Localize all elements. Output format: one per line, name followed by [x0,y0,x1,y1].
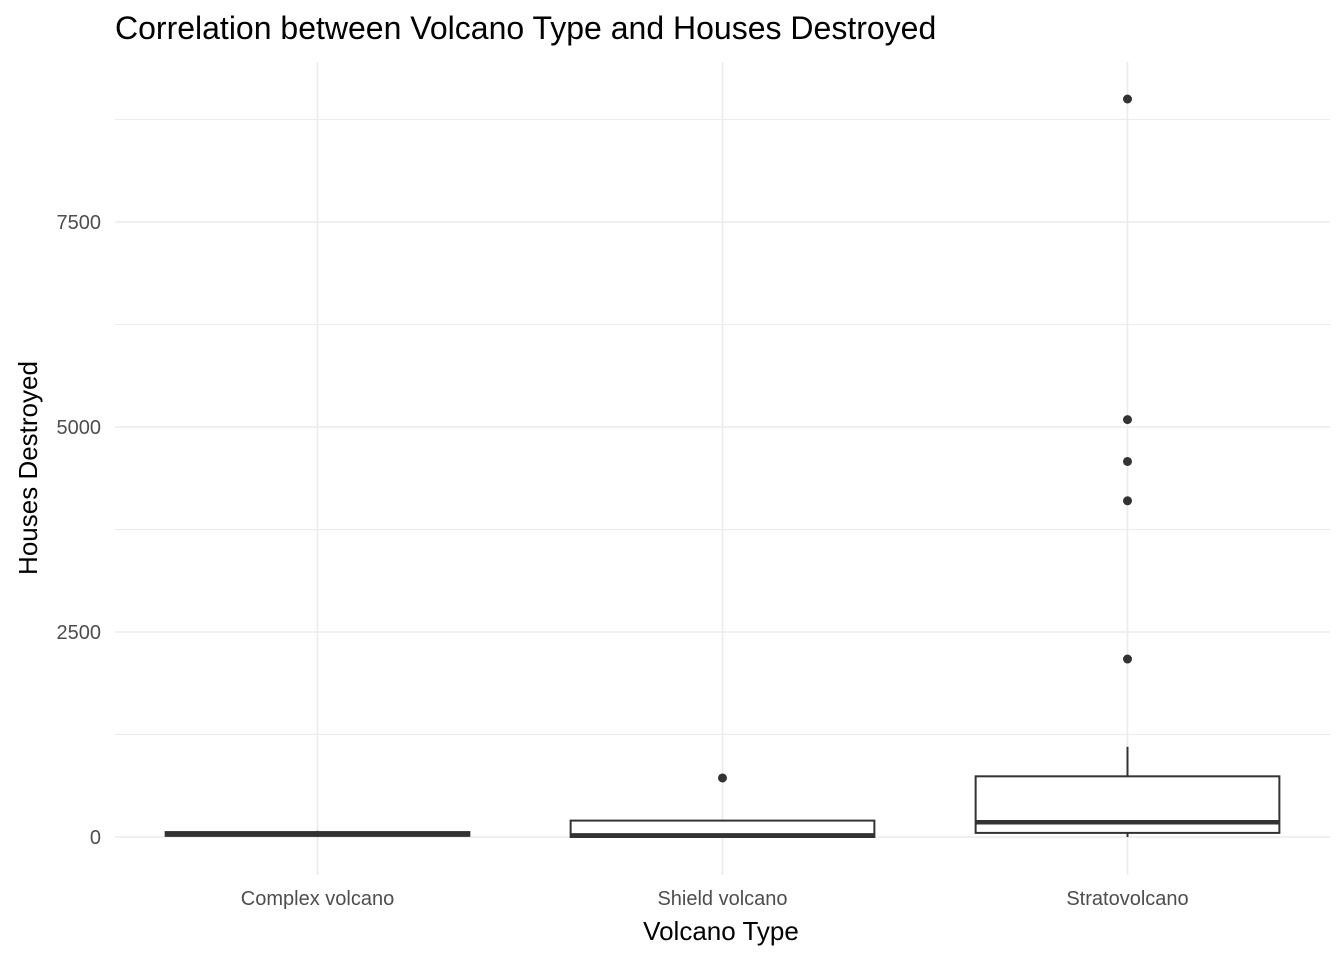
y-tick-label: 7500 [57,212,102,234]
box-stratovolcano [974,94,1281,837]
y-tick-label: 0 [90,827,101,849]
box-complex-volcano [164,830,471,837]
box-shield-volcano [569,773,876,838]
y-tick-label: 5000 [57,417,102,439]
y-tick-labels: 0 2500 5000 7500 [57,212,102,849]
outlier-point [718,773,727,783]
x-axis-title: Volcano Type [643,916,799,946]
grid-lines [115,62,1330,875]
x-tick-label: Complex volcano [241,888,394,910]
outlier-point [1123,496,1132,506]
chart-title: Correlation between Volcano Type and Hou… [115,10,937,46]
y-tick-label: 2500 [57,622,102,644]
x-tick-label: Shield volcano [657,888,787,910]
x-tick-label: Stratovolcano [1066,888,1188,910]
x-tick-labels: Complex volcano Shield volcano Stratovolca… [241,888,1189,910]
outlier-point [1123,456,1132,466]
outlier-point [1123,415,1132,425]
outlier-point [1123,94,1132,104]
y-axis-title: Houses Destroyed [13,361,43,575]
boxes-layer [164,94,1281,838]
outlier-point [1123,654,1132,664]
